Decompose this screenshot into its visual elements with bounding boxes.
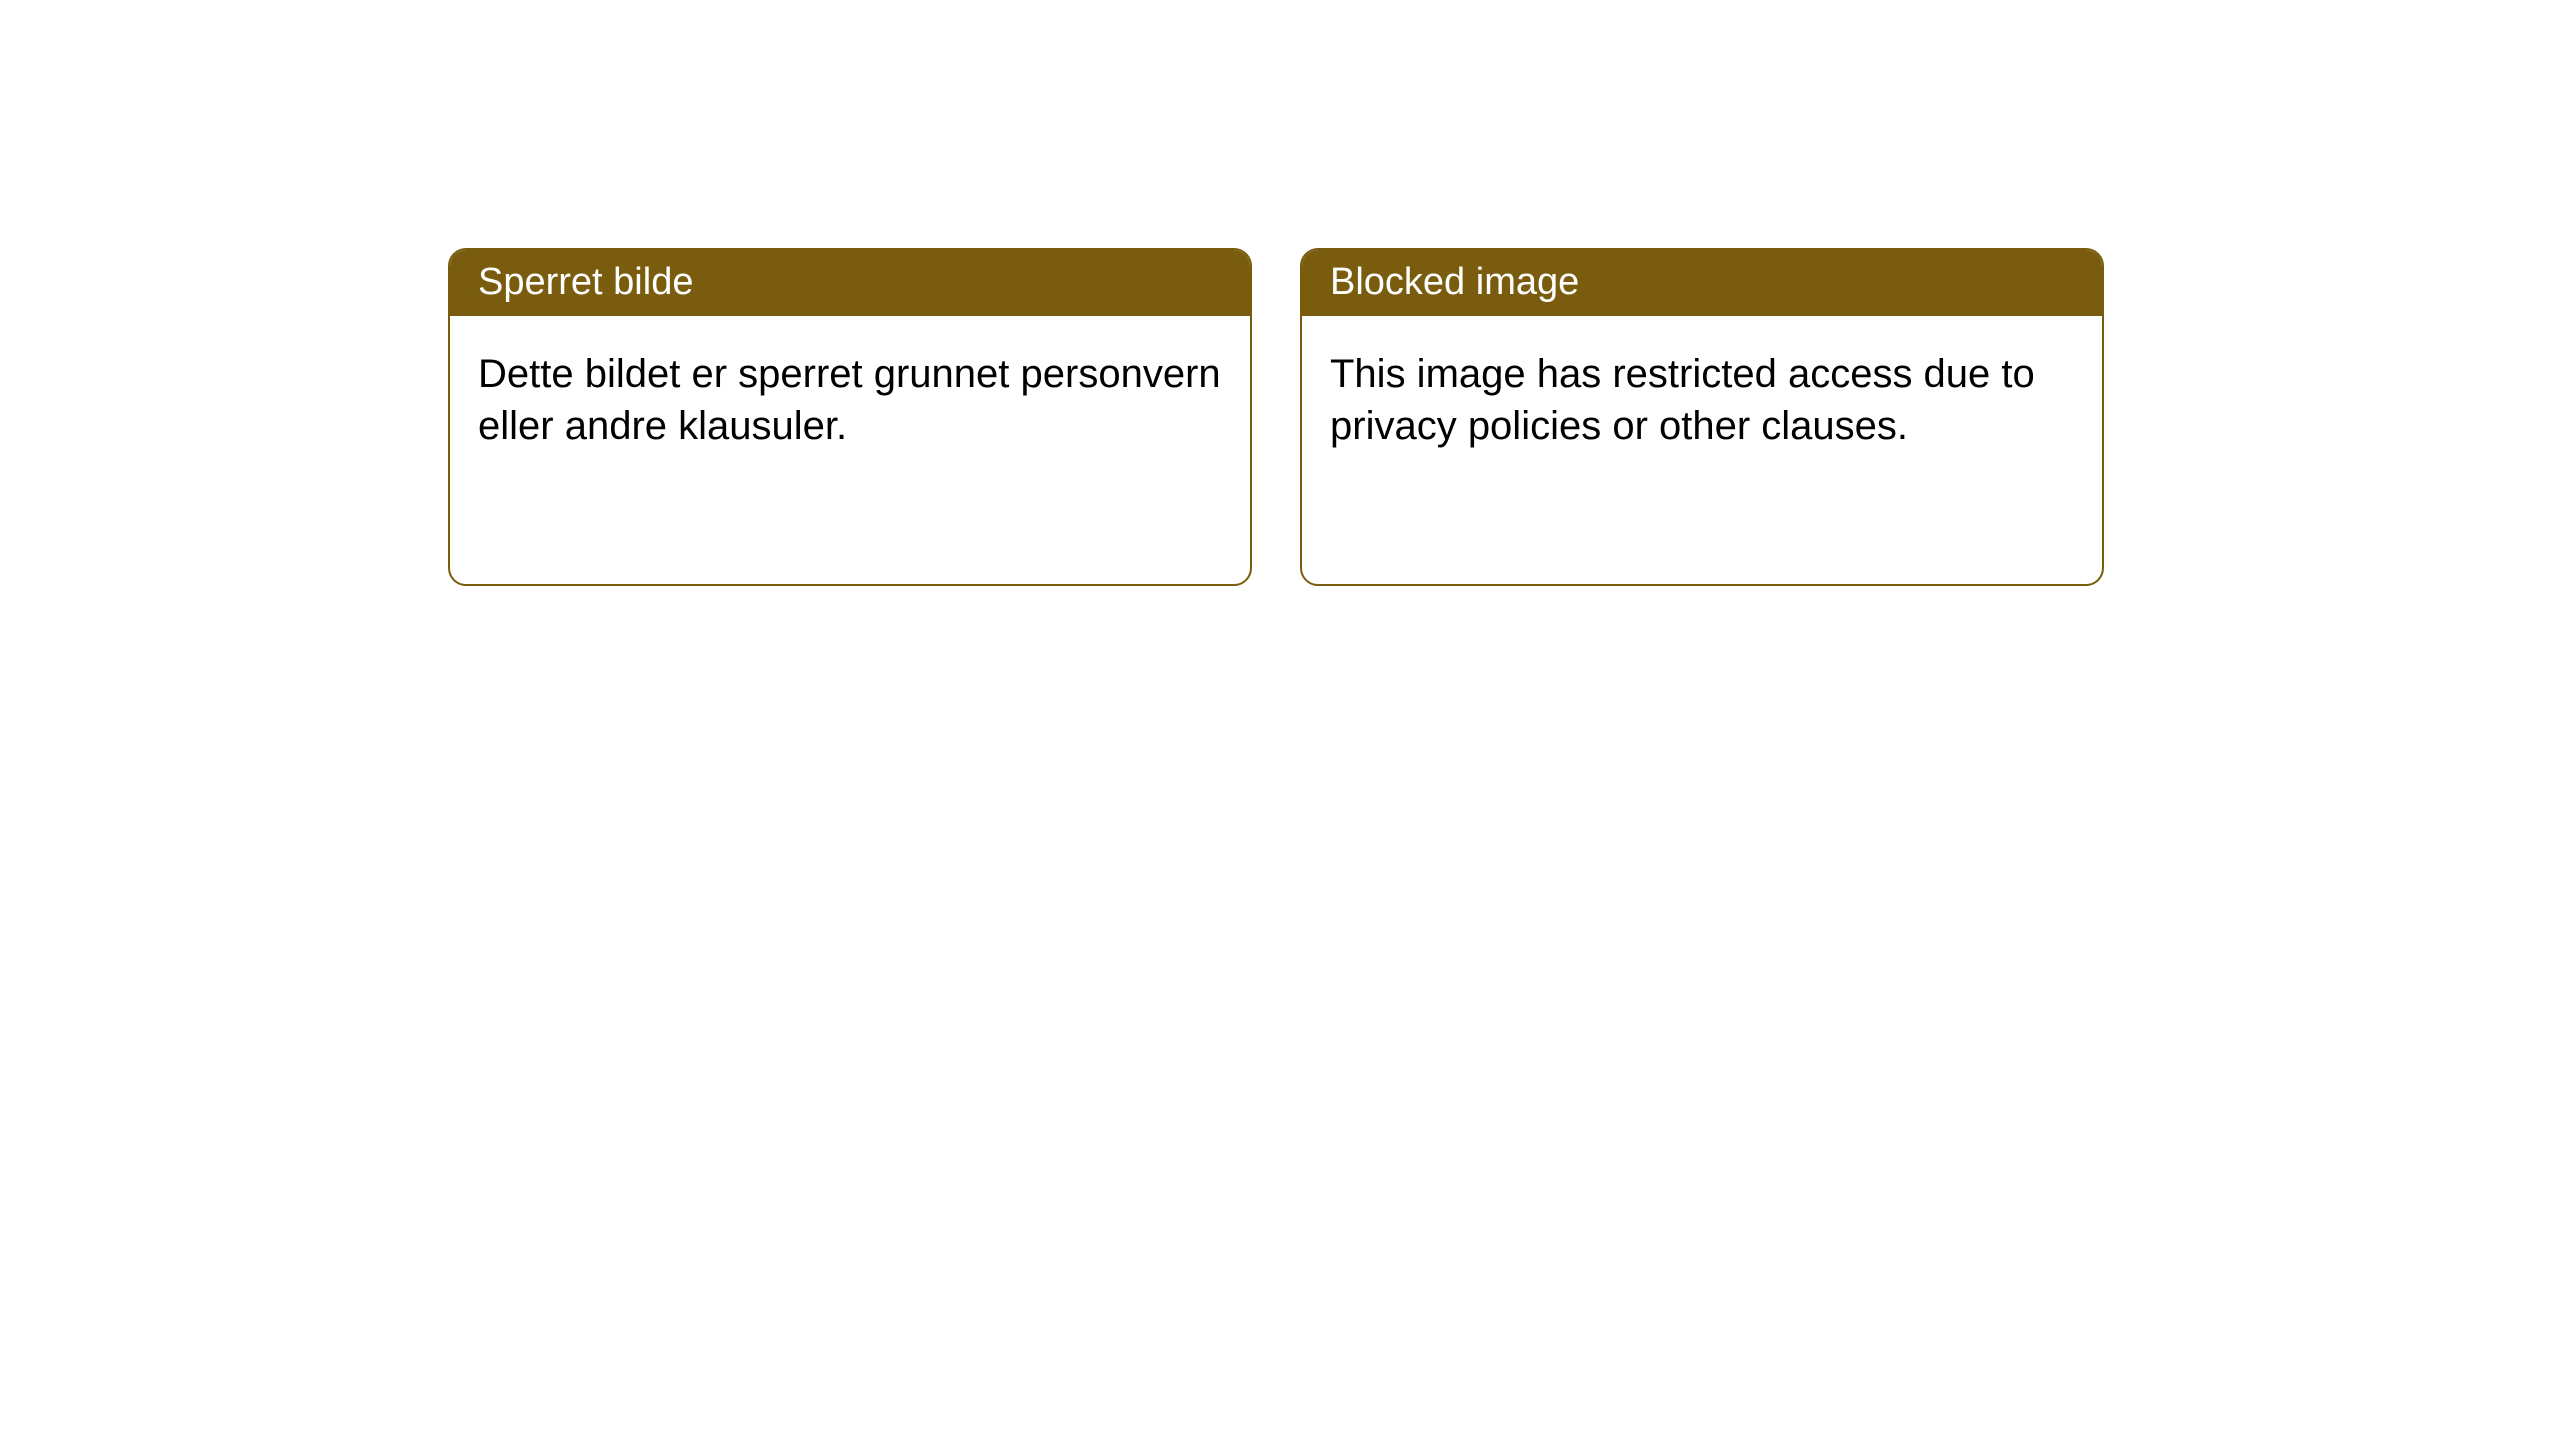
card-header: Blocked image: [1302, 250, 2102, 316]
card-body-text: This image has restricted access due to …: [1330, 352, 2035, 448]
card-title: Blocked image: [1330, 261, 1579, 303]
card-header: Sperret bilde: [450, 250, 1250, 316]
card-title: Sperret bilde: [478, 261, 693, 303]
blocked-image-card-no: Sperret bilde Dette bildet er sperret gr…: [448, 248, 1252, 586]
blocked-image-card-en: Blocked image This image has restricted …: [1300, 248, 2104, 586]
notice-cards-row: Sperret bilde Dette bildet er sperret gr…: [448, 248, 2104, 586]
card-body: This image has restricted access due to …: [1302, 316, 2102, 484]
card-body: Dette bildet er sperret grunnet personve…: [450, 316, 1250, 484]
card-body-text: Dette bildet er sperret grunnet personve…: [478, 352, 1221, 448]
